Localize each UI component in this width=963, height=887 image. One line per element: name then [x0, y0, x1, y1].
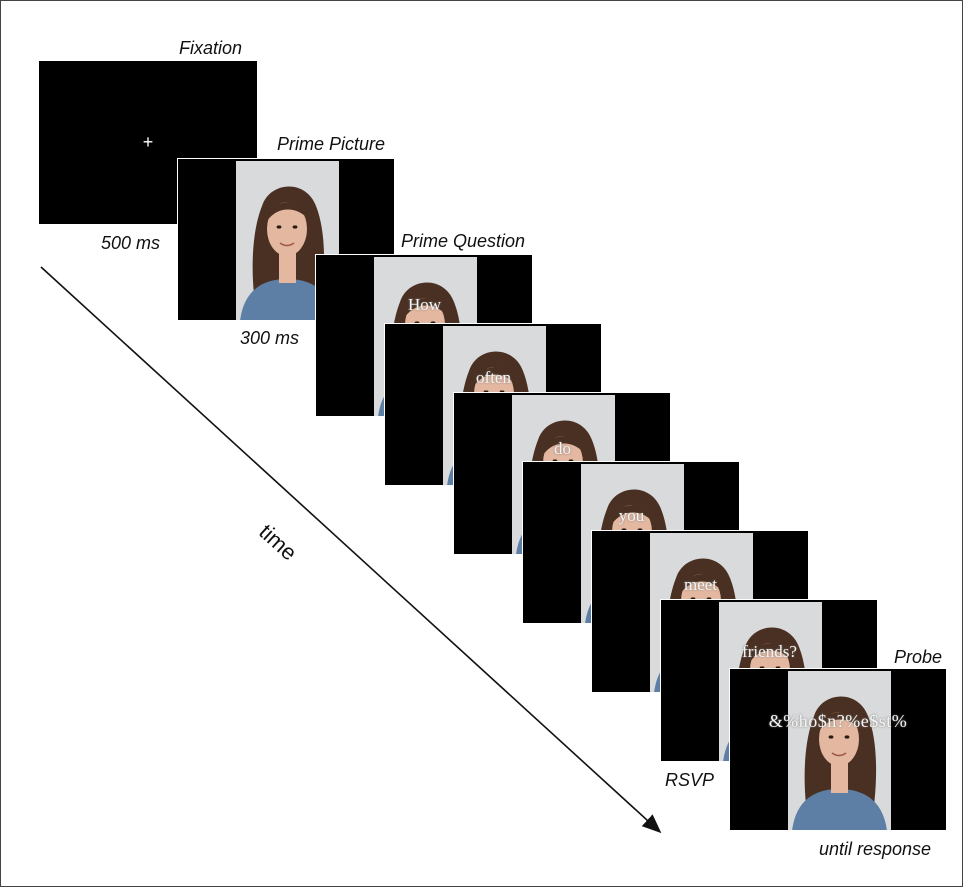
- rsvp-word: do: [554, 439, 571, 458]
- probe-label: Probe: [894, 647, 943, 667]
- fixation-label: Fixation: [179, 38, 243, 58]
- rsvp-word: meet: [683, 575, 718, 594]
- fixation-duration: 500 ms: [101, 233, 161, 253]
- rsvp-word: often: [476, 368, 511, 387]
- prime-question-label: Prime Question: [401, 231, 526, 251]
- fixation-cross: +: [142, 132, 154, 152]
- rsvp-word: friends?: [742, 642, 797, 661]
- rsvp-word: you: [618, 506, 645, 525]
- until-response-label: until response: [819, 839, 932, 859]
- probe-text: &%ho$n?%e$st%: [768, 711, 908, 731]
- rsvp-word: How: [407, 295, 442, 314]
- probe-screen: &%ho$n?%e$st%: [729, 668, 947, 831]
- prime-picture-duration: 300 ms: [240, 328, 300, 348]
- rsvp-label: RSVP: [665, 770, 715, 790]
- face-photo: [788, 671, 891, 830]
- prime-picture-label: Prime Picture: [277, 134, 386, 154]
